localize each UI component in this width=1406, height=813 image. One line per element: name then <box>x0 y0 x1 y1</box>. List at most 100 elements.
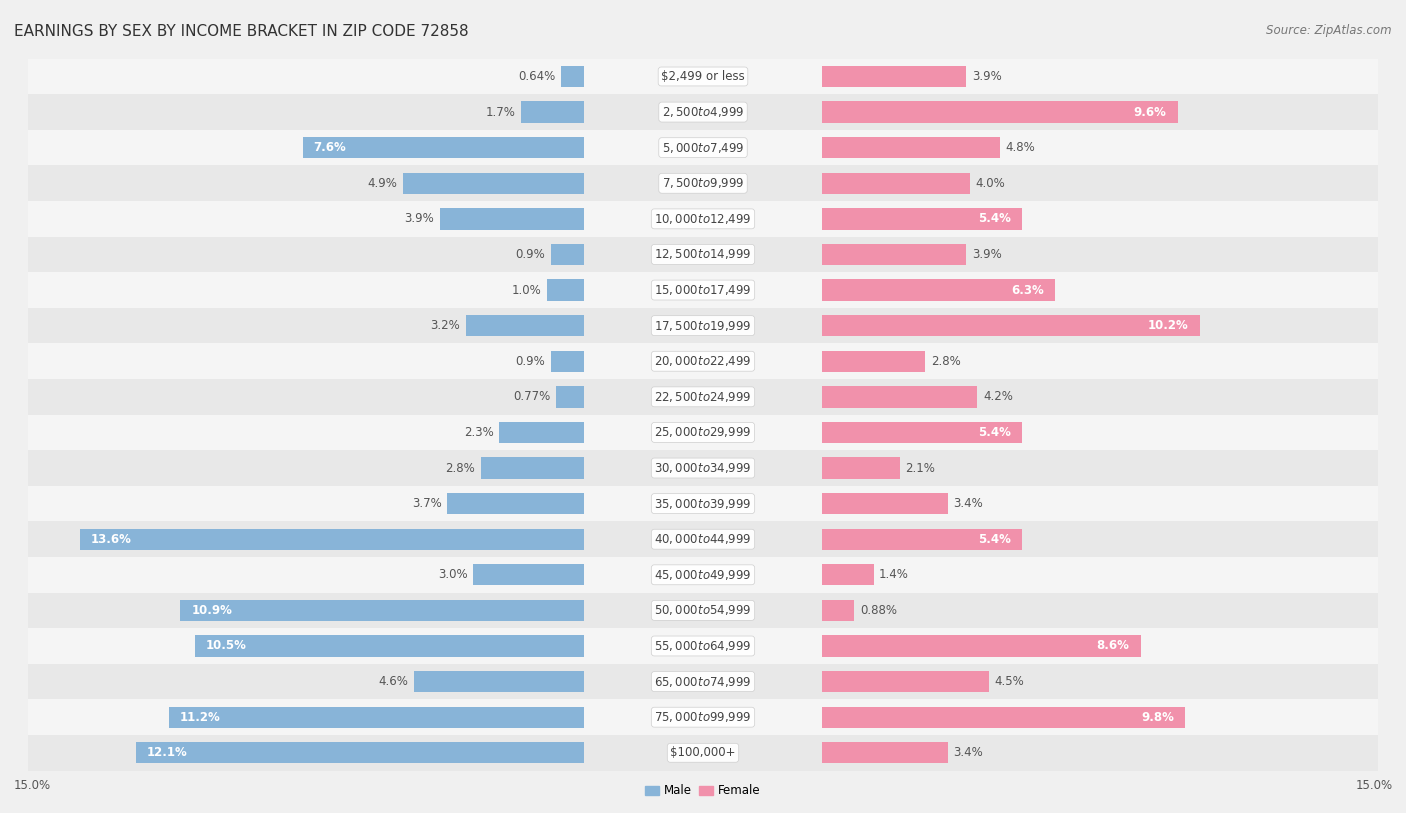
Bar <box>821 208 1022 229</box>
Text: $55,000 to $64,999: $55,000 to $64,999 <box>654 639 752 653</box>
Bar <box>821 66 966 87</box>
Text: $75,000 to $99,999: $75,000 to $99,999 <box>654 711 752 724</box>
Text: 4.8%: 4.8% <box>1005 141 1035 154</box>
Bar <box>28 699 1378 735</box>
Text: 4.0%: 4.0% <box>976 176 1005 189</box>
Text: 1.4%: 1.4% <box>879 568 910 581</box>
Bar <box>28 237 1378 272</box>
Text: $10,000 to $12,499: $10,000 to $12,499 <box>654 212 752 226</box>
Text: 4.2%: 4.2% <box>983 390 1012 403</box>
Text: $7,500 to $9,999: $7,500 to $9,999 <box>662 176 744 190</box>
Bar <box>821 422 1022 443</box>
Text: 3.9%: 3.9% <box>972 70 1001 83</box>
Text: 10.2%: 10.2% <box>1149 320 1188 333</box>
Text: $17,500 to $19,999: $17,500 to $19,999 <box>654 319 752 333</box>
Text: 2.3%: 2.3% <box>464 426 494 439</box>
Text: 4.6%: 4.6% <box>378 675 408 688</box>
Bar <box>551 350 585 372</box>
Bar <box>821 600 855 621</box>
Text: 2.1%: 2.1% <box>905 462 935 475</box>
Bar <box>413 671 585 692</box>
Bar <box>135 742 585 763</box>
Bar <box>561 66 585 87</box>
Bar <box>465 315 585 337</box>
Bar <box>821 528 1022 550</box>
Bar <box>821 280 1056 301</box>
Text: 3.7%: 3.7% <box>412 497 441 510</box>
Text: $100,000+: $100,000+ <box>671 746 735 759</box>
Text: 3.4%: 3.4% <box>953 497 983 510</box>
Text: 9.6%: 9.6% <box>1133 106 1167 119</box>
Text: 13.6%: 13.6% <box>91 533 132 546</box>
Text: $15,000 to $17,499: $15,000 to $17,499 <box>654 283 752 297</box>
Bar <box>28 308 1378 343</box>
Bar <box>28 486 1378 521</box>
Bar <box>180 600 585 621</box>
Text: 1.7%: 1.7% <box>486 106 516 119</box>
Bar <box>821 671 988 692</box>
Text: $2,499 or less: $2,499 or less <box>661 70 745 83</box>
Bar <box>28 593 1378 628</box>
Bar <box>440 208 585 229</box>
Bar <box>28 628 1378 663</box>
Bar <box>551 244 585 265</box>
Text: 3.2%: 3.2% <box>430 320 460 333</box>
Bar <box>28 415 1378 450</box>
Bar <box>547 280 585 301</box>
Bar <box>169 706 585 728</box>
Bar <box>28 166 1378 201</box>
Text: 10.5%: 10.5% <box>207 640 247 653</box>
Text: 0.9%: 0.9% <box>516 354 546 367</box>
Bar <box>28 557 1378 593</box>
Bar <box>28 94 1378 130</box>
Text: EARNINGS BY SEX BY INCOME BRACKET IN ZIP CODE 72858: EARNINGS BY SEX BY INCOME BRACKET IN ZIP… <box>14 24 468 39</box>
Bar <box>80 528 585 550</box>
Text: 5.4%: 5.4% <box>979 533 1011 546</box>
Text: 4.9%: 4.9% <box>367 176 396 189</box>
Bar <box>821 172 970 194</box>
Bar <box>28 343 1378 379</box>
Text: 3.4%: 3.4% <box>953 746 983 759</box>
Text: $45,000 to $49,999: $45,000 to $49,999 <box>654 567 752 582</box>
Text: 2.8%: 2.8% <box>446 462 475 475</box>
Bar <box>522 102 585 123</box>
Text: 8.6%: 8.6% <box>1097 640 1129 653</box>
Bar <box>28 130 1378 166</box>
Bar <box>821 137 1000 159</box>
Bar <box>821 102 1178 123</box>
Text: 0.88%: 0.88% <box>860 604 897 617</box>
Text: 3.9%: 3.9% <box>972 248 1001 261</box>
Bar <box>28 201 1378 237</box>
Bar <box>821 635 1140 657</box>
Text: 12.1%: 12.1% <box>146 746 187 759</box>
Bar <box>28 735 1378 771</box>
Text: 7.6%: 7.6% <box>314 141 346 154</box>
Text: 3.9%: 3.9% <box>405 212 434 225</box>
Text: 1.0%: 1.0% <box>512 284 541 297</box>
Text: 5.4%: 5.4% <box>979 426 1011 439</box>
Text: 4.5%: 4.5% <box>994 675 1024 688</box>
Text: 9.8%: 9.8% <box>1142 711 1174 724</box>
Bar <box>821 386 977 407</box>
Bar <box>821 350 925 372</box>
Bar <box>821 706 1185 728</box>
Text: 0.64%: 0.64% <box>517 70 555 83</box>
Bar <box>821 244 966 265</box>
Bar <box>28 379 1378 415</box>
Text: $30,000 to $34,999: $30,000 to $34,999 <box>654 461 752 475</box>
Bar <box>821 458 900 479</box>
Bar <box>481 458 585 479</box>
Bar <box>28 59 1378 94</box>
Text: 5.4%: 5.4% <box>979 212 1011 225</box>
Bar <box>28 450 1378 486</box>
Bar <box>447 493 585 515</box>
Bar <box>302 137 585 159</box>
Text: 3.0%: 3.0% <box>437 568 468 581</box>
Bar <box>28 272 1378 308</box>
Text: $40,000 to $44,999: $40,000 to $44,999 <box>654 533 752 546</box>
Text: $5,000 to $7,499: $5,000 to $7,499 <box>662 141 744 154</box>
Text: $20,000 to $22,499: $20,000 to $22,499 <box>654 354 752 368</box>
Bar <box>499 422 585 443</box>
Bar <box>821 493 948 515</box>
Bar <box>28 521 1378 557</box>
